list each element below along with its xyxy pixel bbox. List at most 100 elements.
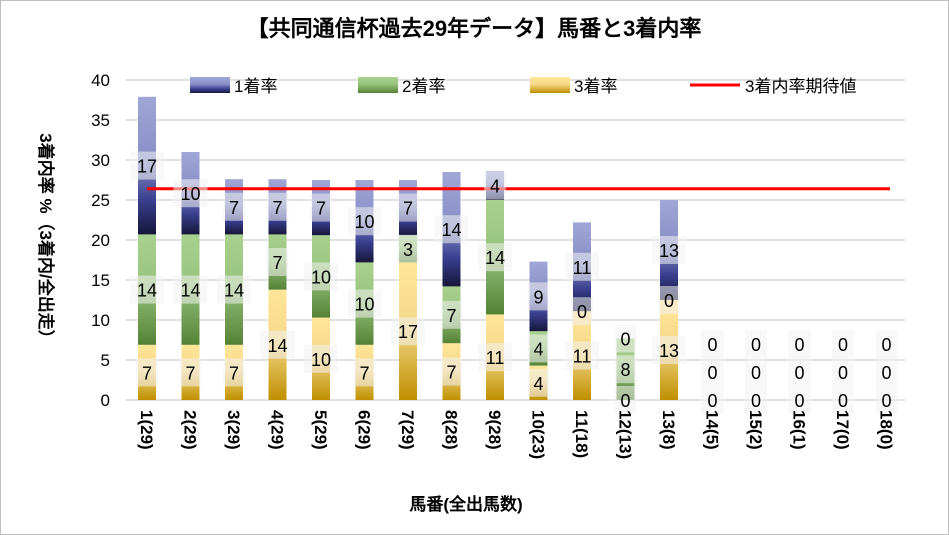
- data-label-bg: [173, 275, 208, 304]
- x-tick-label: 8(28): [442, 410, 461, 450]
- data-label: 11: [573, 258, 592, 278]
- data-label: 7: [142, 363, 152, 383]
- legend-label: 2着率: [402, 77, 445, 96]
- data-label-bg: [701, 386, 724, 414]
- x-tick-label: 17(0): [833, 410, 852, 450]
- data-label-bg: [571, 297, 593, 326]
- data-label-bg: [527, 282, 550, 311]
- data-label-bg: [130, 151, 164, 180]
- data-label-bg: [397, 193, 419, 222]
- data-label-bg: [304, 344, 338, 373]
- legend-swatch: [358, 77, 398, 93]
- y-tick-label: 30: [91, 151, 110, 170]
- x-tick-label: 10(23): [529, 410, 548, 459]
- data-label-bg: [565, 252, 599, 281]
- data-label: 7: [229, 363, 239, 383]
- x-tick-label: 9(28): [485, 410, 504, 450]
- data-label-bg: [130, 275, 164, 304]
- legend: 1着率 2着率 3着率 3着内率期待値: [190, 77, 856, 96]
- data-label: 0: [751, 391, 761, 411]
- data-label: 4: [490, 177, 500, 197]
- data-label-bg: [397, 234, 419, 263]
- data-label: 7: [229, 198, 239, 218]
- data-label: 0: [577, 302, 587, 322]
- data-label-bg: [223, 358, 245, 387]
- data-label-bg: [658, 286, 680, 314]
- data-label-bg: [614, 324, 637, 353]
- y-tick-label: 35: [91, 111, 110, 130]
- data-label: 7: [359, 363, 369, 383]
- data-label: 0: [620, 391, 630, 411]
- data-label: 0: [794, 363, 804, 383]
- data-label-bg: [266, 248, 289, 276]
- data-label-bg: [391, 317, 425, 346]
- data-label: 7: [272, 253, 282, 273]
- data-labels: 7 14 17 7 14 10 7 14 7 14 7 7 10 10 7 7 10 10 17 3 7 7 7 14 11 14…: [130, 151, 898, 414]
- data-label: 7: [403, 199, 413, 219]
- y-tick-label: 20: [91, 231, 110, 250]
- data-label-bg: [353, 358, 376, 387]
- x-axis-title: 馬番(全出馬数): [409, 494, 522, 514]
- y-axis-title: 3着内率 %（3着内/全出走）: [36, 133, 56, 346]
- data-label: 14: [137, 281, 157, 301]
- legend-label: 1着率: [234, 77, 277, 96]
- data-label-bg: [260, 330, 295, 359]
- x-tick-label: 1(29): [137, 410, 156, 450]
- data-label-bg: [875, 330, 898, 358]
- legend-swatch: [190, 77, 230, 93]
- x-tick-label: 4(29): [268, 410, 287, 450]
- data-label: 0: [838, 363, 848, 383]
- data-label-bg: [478, 243, 512, 272]
- x-tick-label: 3(29): [224, 410, 243, 450]
- data-label: 14: [485, 248, 505, 268]
- data-label-bg: [875, 386, 898, 414]
- data-label-bg: [179, 358, 202, 387]
- data-label-bg: [565, 341, 599, 370]
- data-label-bg: [347, 289, 382, 318]
- y-tick-label: 10: [91, 311, 110, 330]
- data-label-bg: [527, 368, 550, 397]
- data-label-bg: [832, 330, 854, 358]
- data-label-bg: [310, 193, 332, 222]
- data-label-bg: [614, 355, 637, 384]
- legend-label: 3着内率期待値: [745, 77, 856, 96]
- data-label-bg: [136, 358, 158, 387]
- data-label-bg: [652, 336, 686, 364]
- data-label-bg: [788, 358, 811, 386]
- y-axis-ticks: 0 5 10 15 20 25 30 35 40: [91, 71, 110, 410]
- data-label-bg: [701, 330, 724, 358]
- data-label-bg: [440, 357, 463, 386]
- data-label: 7: [316, 199, 326, 219]
- legend-label: 3着率: [574, 77, 617, 96]
- data-label: 10: [311, 350, 331, 370]
- data-label: 14: [267, 336, 287, 356]
- data-label-bg: [304, 262, 338, 291]
- data-label: 11: [486, 348, 505, 368]
- data-label-bg: [875, 358, 898, 386]
- y-tick-label: 40: [91, 71, 110, 90]
- y-tick-label: 0: [101, 391, 110, 410]
- chart-title: 【共同通信杯過去29年データ】馬番と3着内率: [247, 16, 702, 41]
- data-label: 17: [137, 157, 157, 177]
- x-tick-label: 2(29): [181, 410, 200, 450]
- data-label: 0: [751, 363, 761, 383]
- data-label-bg: [745, 358, 767, 386]
- data-label: 9: [533, 287, 543, 307]
- data-label-bg: [745, 386, 767, 414]
- data-label: 3: [403, 240, 413, 260]
- data-label-bg: [701, 358, 724, 386]
- data-label-bg: [832, 358, 854, 386]
- data-label: 0: [838, 335, 848, 355]
- data-label: 0: [707, 335, 717, 355]
- gridlines: [125, 79, 905, 401]
- data-label-bg: [527, 334, 550, 363]
- data-label-bg: [266, 192, 289, 221]
- data-label: 0: [620, 329, 630, 349]
- data-label: 10: [180, 184, 200, 204]
- data-label: 10: [354, 295, 374, 315]
- y-tick-label: 25: [91, 191, 110, 210]
- data-label: 10: [354, 212, 374, 232]
- data-label: 0: [751, 335, 761, 355]
- data-label: 14: [224, 281, 244, 301]
